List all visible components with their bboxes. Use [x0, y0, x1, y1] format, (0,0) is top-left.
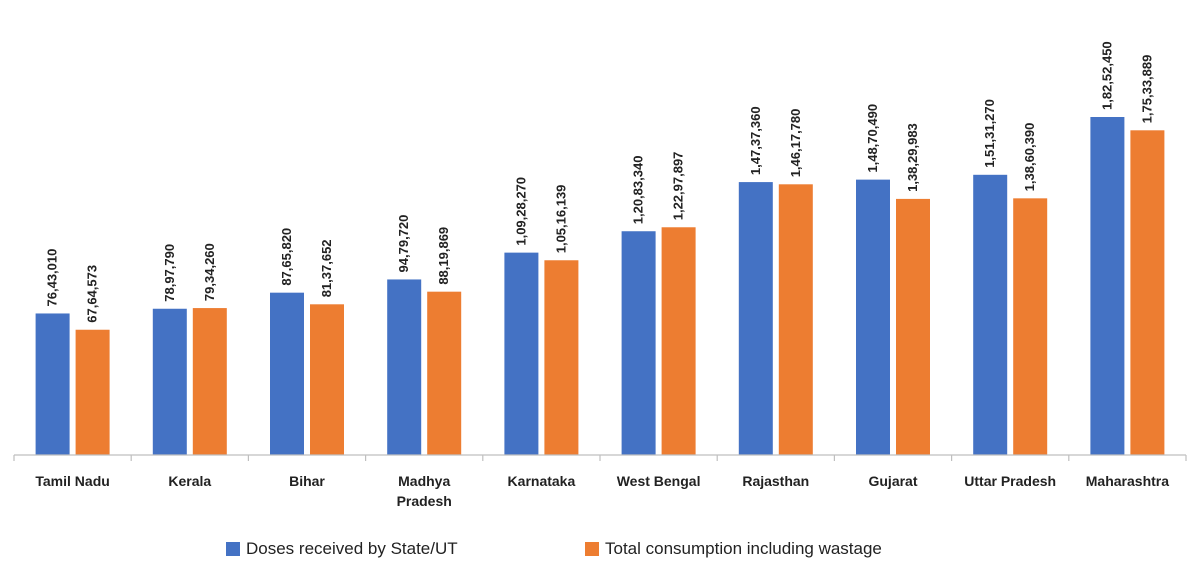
category-label-line: Maharashtra	[1086, 473, 1169, 489]
bar-series-1	[738, 182, 773, 455]
legend-label: Doses received by State/UT	[246, 539, 458, 558]
bar-series-2	[427, 291, 462, 455]
bar-series-1	[35, 313, 70, 455]
data-label: 1,46,17,780	[788, 109, 803, 178]
data-label: 94,79,720	[396, 215, 411, 273]
bars-layer	[35, 117, 1165, 456]
category-label-line: Gujarat	[868, 473, 917, 489]
bar-series-2	[544, 260, 579, 455]
data-label: 1,82,52,450	[1099, 41, 1114, 110]
legend-swatch	[226, 542, 240, 556]
data-label: 1,38,29,983	[905, 123, 920, 192]
bar-series-2	[896, 198, 930, 456]
bar-series-2	[1013, 198, 1048, 455]
data-label: 78,97,790	[162, 244, 177, 302]
category-labels-layer: Tamil Nadu Kerala Bihar Madhya Pradesh Karnat…	[35, 473, 1169, 509]
category-label: Maharashtra	[1086, 473, 1169, 489]
category-label-line: Bihar	[289, 473, 325, 489]
category-label-line: Pradesh	[397, 493, 452, 509]
category-label-line: Karnataka	[508, 473, 576, 489]
category-label-line: Uttar Pradesh	[964, 473, 1056, 489]
data-label: 1,48,70,490	[865, 104, 880, 173]
data-label: 1,05,16,139	[553, 185, 568, 254]
category-label: West Bengal	[617, 473, 701, 489]
data-labels-layer: 76,43,010 67,64,573 78,97,790 79,34,260 87,6…	[45, 41, 1155, 322]
category-label: Kerala	[168, 473, 211, 489]
data-label: 1,38,60,390	[1022, 123, 1037, 192]
category-label: Karnataka	[508, 473, 576, 489]
category-label-line: Madhya	[398, 473, 450, 489]
category-label: Tamil Nadu	[35, 473, 109, 489]
x-axis-ticks	[13, 455, 1187, 461]
legend: Doses received by State/UT Total consumpt…	[226, 539, 882, 558]
data-label: 88,19,869	[436, 227, 451, 285]
bar-series-2	[75, 329, 110, 455]
data-label: 1,09,28,270	[513, 177, 528, 246]
category-label-line: Tamil Nadu	[35, 473, 109, 489]
data-label: 1,75,33,889	[1139, 55, 1154, 124]
data-label: 1,47,37,360	[748, 106, 763, 175]
data-label: 1,20,83,340	[631, 156, 646, 225]
bar-series-1	[152, 308, 187, 455]
data-label: 79,34,260	[202, 243, 217, 301]
category-label-line: West Bengal	[617, 473, 701, 489]
category-label: Gujarat	[868, 473, 917, 489]
bar-series-2	[192, 308, 227, 455]
data-label: 1,51,31,270	[982, 99, 997, 168]
data-label: 67,64,573	[85, 265, 100, 323]
category-label-line: Rajasthan	[742, 473, 809, 489]
legend-swatch	[585, 542, 599, 556]
data-label: 76,43,010	[45, 249, 60, 307]
category-label: Uttar Pradesh	[964, 473, 1056, 489]
bar-series-2	[661, 227, 696, 455]
data-label: 87,65,820	[279, 228, 294, 286]
bar-series-1	[504, 252, 539, 455]
bar-series-2	[1130, 130, 1165, 456]
category-label: Rajasthan	[742, 473, 809, 489]
bar-series-1	[270, 292, 304, 455]
category-label: Madhya Pradesh	[397, 473, 452, 509]
legend-label: Total consumption including wastage	[605, 539, 882, 558]
bar-series-2	[778, 184, 813, 455]
bar-series-1	[973, 174, 1008, 455]
bar-series-1	[856, 179, 890, 455]
data-label: 1,22,97,897	[671, 152, 686, 221]
bar-series-1	[1090, 117, 1125, 455]
bar-series-1	[387, 279, 422, 455]
category-label-line: Kerala	[168, 473, 211, 489]
bar-series-1	[621, 231, 656, 455]
data-label: 81,37,652	[319, 239, 334, 297]
category-label: Bihar	[289, 473, 325, 489]
bar-series-2	[310, 304, 344, 455]
